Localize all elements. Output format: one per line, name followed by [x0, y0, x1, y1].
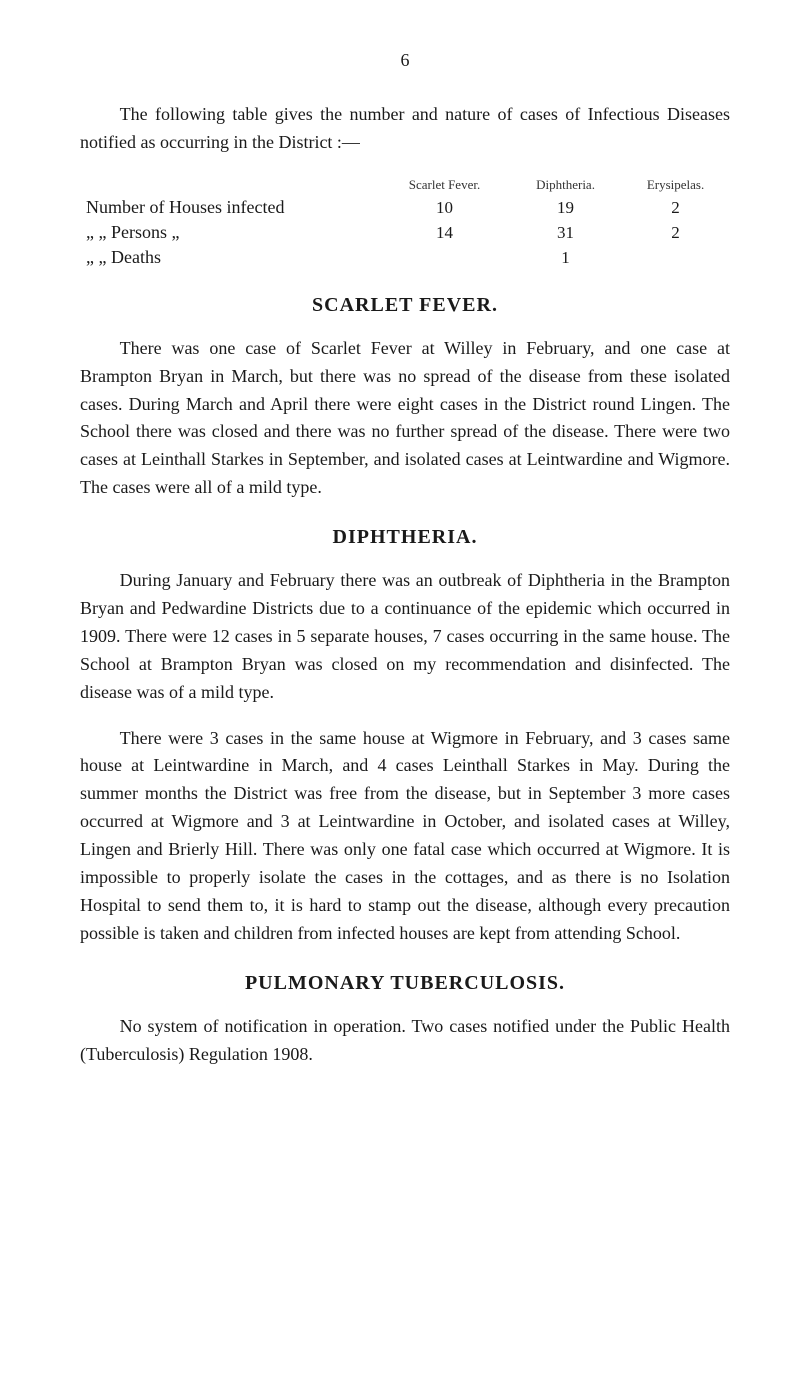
cell: 2 — [621, 195, 730, 220]
scarlet-paragraph: There was one case of Scarlet Fever at W… — [80, 335, 730, 502]
intro-paragraph: The following table gives the number and… — [80, 101, 730, 157]
diphtheria-paragraph-1: During January and February there was an… — [80, 567, 730, 706]
cell — [379, 245, 510, 270]
page-number: 6 — [80, 50, 730, 71]
table-row: „ „ Deaths 1 — [80, 245, 730, 270]
cell: 1 — [510, 245, 621, 270]
col-erysipelas: Erysipelas. — [621, 175, 730, 195]
heading-tuberculosis: PULMONARY TUBERCULOSIS. — [80, 972, 730, 995]
row-label: „ „ Persons „ — [80, 220, 379, 245]
cell: 31 — [510, 220, 621, 245]
cell: 14 — [379, 220, 510, 245]
row-label: „ „ Deaths — [80, 245, 379, 270]
col-scarlet: Scarlet Fever. — [379, 175, 510, 195]
table-header-row: Scarlet Fever. Diphtheria. Erysipelas. — [80, 175, 730, 195]
tuberculosis-paragraph: No system of notification in operation. … — [80, 1013, 730, 1069]
cell — [621, 245, 730, 270]
col-blank — [80, 175, 379, 195]
col-diphtheria: Diphtheria. — [510, 175, 621, 195]
document-page: 6 The following table gives the number a… — [0, 0, 800, 1146]
row-label: Number of Houses infected — [80, 195, 379, 220]
table-row: „ „ Persons „ 14 31 2 — [80, 220, 730, 245]
disease-table: Scarlet Fever. Diphtheria. Erysipelas. N… — [80, 175, 730, 270]
table-row: Number of Houses infected 10 19 2 — [80, 195, 730, 220]
diphtheria-paragraph-2: There were 3 cases in the same house at … — [80, 725, 730, 948]
cell: 19 — [510, 195, 621, 220]
cell: 10 — [379, 195, 510, 220]
heading-diphtheria: DIPHTHERIA. — [80, 526, 730, 549]
cell: 2 — [621, 220, 730, 245]
heading-scarlet-fever: SCARLET FEVER. — [80, 294, 730, 317]
